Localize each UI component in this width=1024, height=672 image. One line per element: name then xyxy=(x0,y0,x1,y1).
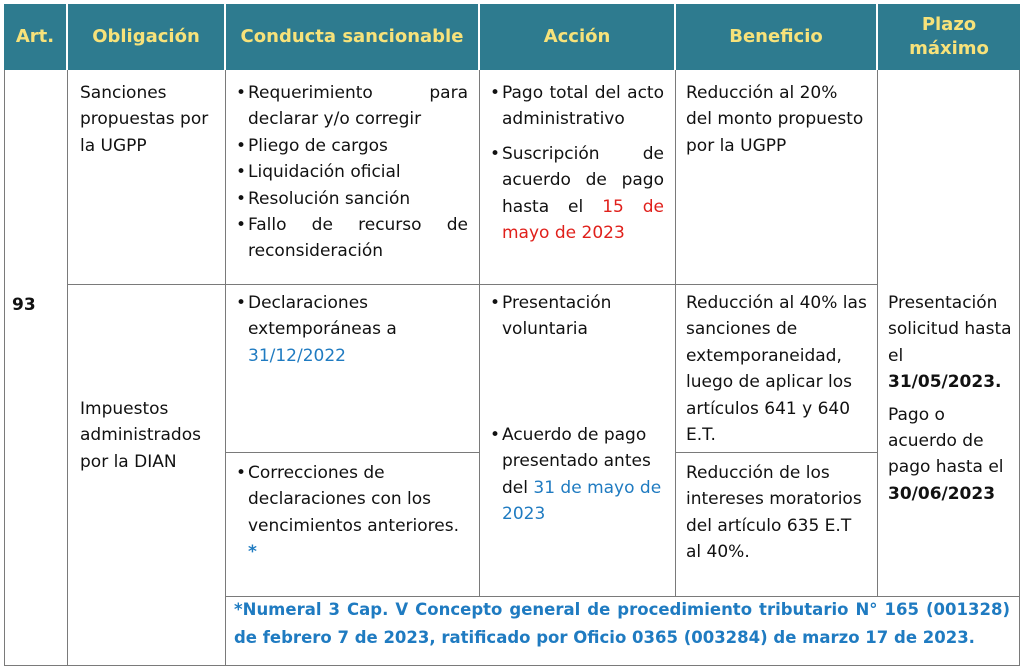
conducta-date: 31/12/2022 xyxy=(248,345,346,366)
list-item: Suscripción de acuerdo de pago hasta el … xyxy=(490,141,664,247)
row2-obligacion: Impuestos administrados por la DIAN xyxy=(80,399,201,472)
grid-line xyxy=(225,70,226,666)
list-item: Declaraciones extemporáneas a 31/12/2022 xyxy=(236,290,468,369)
grid-line xyxy=(675,70,676,596)
header-plazo: Plazo máximo xyxy=(878,4,1020,70)
plazo-pago: Pago o acuerdo de pago hasta el 30/06/202… xyxy=(888,402,1012,508)
row2-conducta-a: Declaraciones extemporáneas a 31/12/2022 xyxy=(236,290,468,369)
row2-conducta-b: Correcciones de declaraciones con los ve… xyxy=(236,460,468,566)
article-number: 93 xyxy=(12,295,36,315)
header-plazo-line2: máximo xyxy=(909,38,989,59)
grid-line xyxy=(675,452,877,453)
row1-obligacion: Sanciones propuestas por la UGPP xyxy=(80,83,209,156)
accion-text: Suscripción de acuerdo de pago hasta el xyxy=(502,143,664,217)
header-plazo-line1: Plazo xyxy=(921,14,977,35)
row1-conducta: Requerimiento para declarar y/o corregir… xyxy=(236,80,468,265)
plazo-cell: Presentación solicitud hasta el 31/05/202… xyxy=(888,290,1012,507)
grid-line xyxy=(67,70,68,666)
grid-line xyxy=(4,665,1020,666)
plazo-presentacion: Presentación solicitud hasta el 31/05/202… xyxy=(888,290,1012,396)
grid-line xyxy=(4,70,5,666)
row2-beneficio-b: Reducción de los intereses moratorios de… xyxy=(686,463,862,563)
list-item: Acuerdo de pago presentado antes del 31 … xyxy=(490,422,664,528)
conducta-text: Declaraciones extemporáneas a xyxy=(248,293,397,340)
grid-line xyxy=(67,284,877,285)
row2-beneficio-a: Reducción al 40% las sanciones de extemp… xyxy=(686,293,867,446)
grid-line xyxy=(1019,70,1020,666)
plazo-date: 31/05/2023. xyxy=(888,372,1002,393)
plazo-text: Pago o acuerdo de pago hasta el xyxy=(888,404,1004,478)
footnote-mark: * xyxy=(248,542,257,563)
list-item: Liquidación oficial xyxy=(236,159,468,186)
list-item: Fallo de recurso de reconsideración xyxy=(236,212,468,265)
row1-accion: Pago total del acto administrativo Suscr… xyxy=(490,80,664,246)
list-item: Correcciones de declaraciones con los ve… xyxy=(236,460,468,566)
list-item: Pliego de cargos xyxy=(236,133,468,160)
plazo-text: Presentación solicitud hasta el xyxy=(888,293,1012,366)
sanctions-table: Art. Obligación Conducta sancionable Acc… xyxy=(4,4,1020,666)
grid-line xyxy=(225,596,1020,597)
plazo-date: 30/06/2023 xyxy=(888,483,996,504)
grid-line xyxy=(225,452,479,453)
deadline-date: 31 de mayo de 2023 xyxy=(502,477,662,525)
list-item: Pago total del acto administrativo xyxy=(490,80,664,133)
list-item: Resolución sanción xyxy=(236,186,468,213)
header-conducta: Conducta sancionable xyxy=(226,4,478,70)
list-item: Presentación voluntaria xyxy=(490,290,664,343)
deadline-date: 15 de mayo de 2023 xyxy=(502,196,664,244)
header-beneficio: Beneficio xyxy=(676,4,876,70)
accion-text: Acuerdo de pago presentado antes del xyxy=(502,425,651,498)
header-obligacion: Obligación xyxy=(68,4,224,70)
header-accion: Acción xyxy=(480,4,674,70)
row2-accion-1: Presentación voluntaria xyxy=(490,290,664,343)
list-item: Requerimiento para declarar y/o corregir xyxy=(236,80,468,133)
row2-accion-2: Acuerdo de pago presentado antes del 31 … xyxy=(490,422,664,528)
conducta-text: Correcciones de declaraciones con los ve… xyxy=(248,463,459,536)
grid-line xyxy=(479,70,480,596)
grid-line xyxy=(877,70,878,596)
row1-beneficio: Reducción al 20% del monto propuesto por… xyxy=(686,83,864,156)
footnote: *Numeral 3 Cap. V Concepto general de pr… xyxy=(234,600,1010,647)
header-art: Art. xyxy=(4,4,66,70)
